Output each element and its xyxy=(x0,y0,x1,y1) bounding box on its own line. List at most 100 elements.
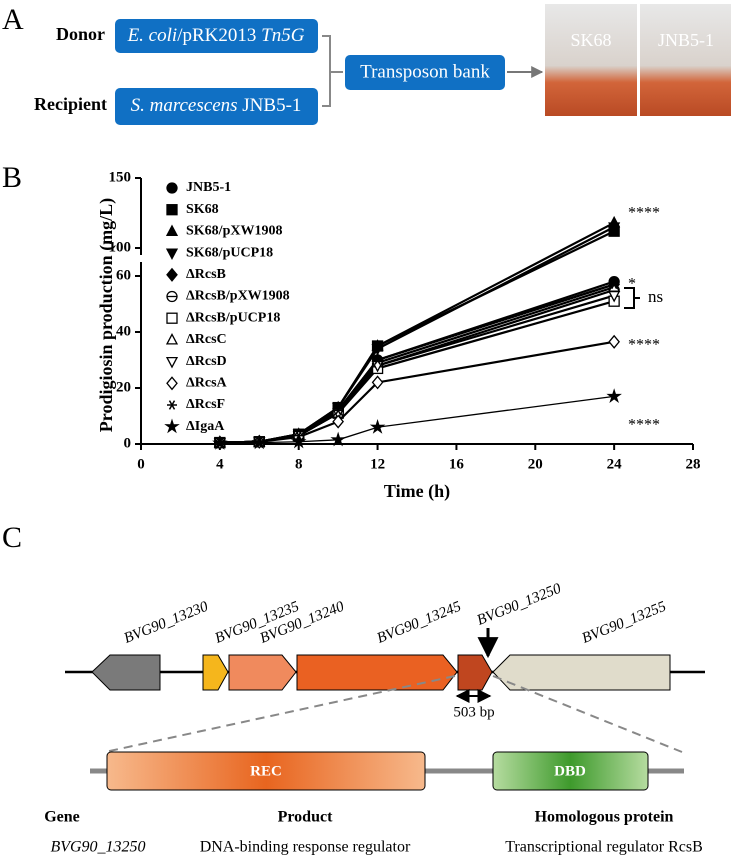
x-tick-label: 12 xyxy=(370,456,385,472)
chart: 0 4 8 12 16 20 24 28 0 20 40 60 100 150 JNB5-1 SK68 SK68… xyxy=(109,169,701,472)
marker xyxy=(608,290,621,303)
domain-label: REC xyxy=(250,763,282,779)
marker xyxy=(166,312,178,324)
legend-label: ΔRcsB/pXW1908 xyxy=(186,289,290,304)
marker xyxy=(166,376,178,391)
gene-arrow xyxy=(457,654,493,691)
gene-arrow xyxy=(91,654,161,691)
marker xyxy=(251,434,268,450)
marker xyxy=(165,333,179,345)
legend-item: ΔRcsA xyxy=(166,376,228,391)
legend-label: SK68/pUCP18 xyxy=(186,245,273,260)
domain-box xyxy=(492,751,649,791)
significance: * xyxy=(628,276,636,293)
marker-part xyxy=(610,279,618,290)
strain-part: S. marcescens xyxy=(131,95,238,116)
domain-label: DBD xyxy=(554,763,586,779)
strain-part: Tn5G xyxy=(261,25,305,46)
legend-label: ΔRcsF xyxy=(186,397,225,412)
marker xyxy=(290,433,307,449)
table-cell: BVG90_13250 xyxy=(50,839,145,856)
marker xyxy=(166,267,178,282)
legend-label: SK68 xyxy=(186,202,219,217)
table-header: Product xyxy=(278,809,333,826)
x-tick-label: 20 xyxy=(528,456,543,472)
legend-item: SK68 xyxy=(166,202,219,217)
significance: **** xyxy=(628,205,660,222)
x-tick-label: 24 xyxy=(607,456,623,472)
legend-item: JNB5-1 xyxy=(166,180,231,195)
ns-bracket xyxy=(624,287,640,309)
legend-item: ΔIgaA xyxy=(164,418,225,434)
gene-label: BVG90_13250 xyxy=(475,580,564,628)
legend-label: ΔRcsA xyxy=(186,376,228,391)
flask-photo xyxy=(640,4,731,116)
gene-arrow xyxy=(228,654,297,691)
donor-label: Donor xyxy=(56,24,105,44)
marker xyxy=(371,344,384,356)
marker xyxy=(369,419,386,434)
zoom-line xyxy=(492,675,683,753)
strain-part: /pRK2013 xyxy=(177,25,261,46)
panel-label: A xyxy=(2,3,24,36)
marker xyxy=(608,334,620,349)
legend-item: ΔRcsC xyxy=(165,332,227,347)
gene-arrow xyxy=(296,654,458,691)
gene-label: BVG90_13255 xyxy=(580,598,669,646)
y-tick-label: 100 xyxy=(109,239,132,255)
series-line xyxy=(219,221,615,444)
marker xyxy=(165,224,179,237)
marker xyxy=(164,418,180,434)
series-line xyxy=(219,395,615,444)
marker xyxy=(166,204,178,216)
series-line xyxy=(219,230,615,444)
bank-box xyxy=(345,55,505,90)
recipient-label: Recipient xyxy=(34,94,107,114)
recipient-strain: S. marcescens JNB5-1 xyxy=(131,95,302,116)
x-axis-label: Time (h) xyxy=(384,481,450,502)
panel-label: B xyxy=(2,161,22,194)
x-tick-label: 4 xyxy=(216,456,224,472)
legend-label: ΔIgaA xyxy=(186,419,225,434)
marker xyxy=(608,222,621,234)
marker xyxy=(330,431,346,447)
recipient-box xyxy=(115,88,318,125)
legend-label: JNB5-1 xyxy=(186,180,231,195)
marker xyxy=(166,182,178,194)
significance: **** xyxy=(628,337,660,354)
flask-photo xyxy=(545,4,637,116)
legend-label: SK68/pXW1908 xyxy=(186,224,282,239)
bank-label: Transposon bank xyxy=(360,61,490,82)
flask-label: SK68 xyxy=(570,30,611,50)
legend-item: ΔRcsD xyxy=(165,354,227,369)
y-axis-label: Prodigiosin production (mg/L) xyxy=(96,198,117,432)
legend-item: ΔRcsF xyxy=(167,397,225,412)
strain-part: E. coli xyxy=(127,25,178,46)
y-tick-label: 40 xyxy=(116,323,131,339)
table-cell: Transcriptional regulator RcsB xyxy=(505,839,703,856)
x-tick-label: 8 xyxy=(295,456,303,472)
legend-label: ΔRcsB/pUCP18 xyxy=(186,310,280,325)
legend-item: ΔRcsB/pUCP18 xyxy=(166,310,280,325)
marker xyxy=(606,388,622,403)
y-tick-label: 150 xyxy=(109,169,132,185)
legend-label: ΔRcsB xyxy=(186,267,226,282)
marker xyxy=(372,355,383,365)
table-header: Gene xyxy=(44,809,80,826)
significance: ns xyxy=(648,287,663,306)
marker-part xyxy=(334,405,342,416)
marker xyxy=(212,435,228,450)
domain-box xyxy=(106,751,426,791)
bracket xyxy=(322,35,343,107)
legend-item: ΔRcsB/pXW1908 xyxy=(166,289,290,304)
x-tick-label: 16 xyxy=(449,456,465,472)
strain-part: JNB5-1 xyxy=(238,95,302,116)
size-label: 503 bp xyxy=(453,704,494,720)
marker xyxy=(371,375,384,390)
legend-label: ΔRcsD xyxy=(186,354,227,369)
y-tick-label: 20 xyxy=(116,379,131,395)
legend-item: SK68/pXW1908 xyxy=(165,224,282,239)
legend-label: ΔRcsC xyxy=(186,332,227,347)
marker-part xyxy=(374,355,381,365)
